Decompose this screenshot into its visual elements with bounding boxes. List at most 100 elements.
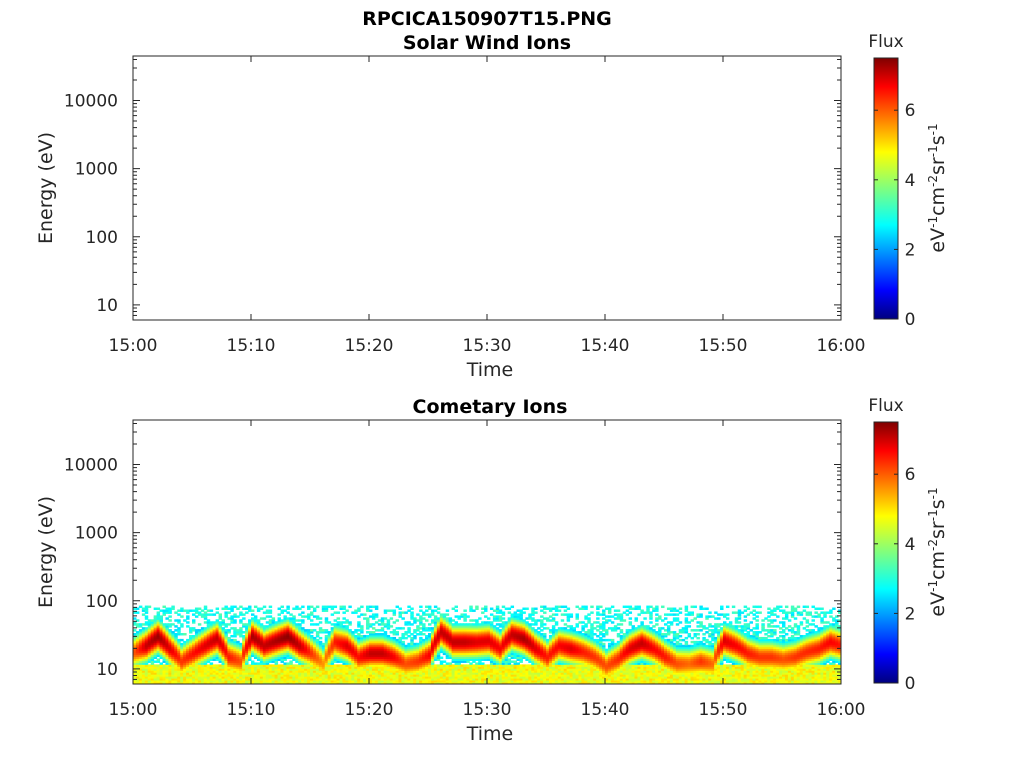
heatmap-cell [383,658,388,661]
heatmap-cell [215,634,220,638]
heatmap-cell [563,623,568,626]
heatmap-cell [138,680,143,683]
heatmap-cell [315,617,320,620]
heatmap-cell [248,642,252,646]
heatmap-cell [451,670,456,673]
heatmap-cell [194,638,199,642]
heatmap-cell [289,633,293,636]
heatmap-cell [144,621,149,624]
heatmap-cell [436,654,441,658]
heatmap-cell [572,648,576,652]
heatmap-cell [150,623,155,626]
heatmap-cell [369,664,373,667]
heatmap-cell [366,660,370,663]
heatmap-cell [442,680,447,683]
heatmap-cell [165,634,169,638]
heatmap-cell [460,668,464,671]
heatmap-cell [233,633,237,636]
heatmap-cell [192,646,196,650]
heatmap-cell [283,668,287,671]
heatmap-cell [345,666,349,669]
heatmap-cell [543,623,547,626]
heatmap-cell [156,664,161,667]
heatmap-cell [348,672,352,675]
heatmap-cell [274,674,279,677]
heatmap-cell [407,627,411,630]
heatmap-cell [248,623,252,626]
heatmap-cell [575,617,579,620]
heatmap-cell [265,662,270,665]
heatmap-cell [422,680,426,683]
heatmap-cell [318,668,323,671]
heatmap-cell [144,678,149,681]
heatmap-cell [501,656,506,660]
heatmap-cell [560,646,565,650]
heatmap-cell [147,627,152,630]
heatmap-cell [289,666,293,669]
heatmap-cell [501,646,506,650]
heatmap-cell [543,627,547,630]
heatmap-cell [428,656,432,660]
heatmap-cell [298,670,302,673]
heatmap-cell [451,644,456,648]
heatmap-cell [239,656,243,660]
heatmap-cell [513,627,517,630]
heatmap-cell [448,642,453,646]
heatmap-cell [401,672,405,675]
heatmap-cell [489,670,494,673]
heatmap-cell [253,648,258,652]
heatmap-cell [383,623,388,626]
heatmap-cell [192,644,196,648]
heatmap-cell [557,650,562,654]
heatmap-cell [218,644,222,648]
heatmap-cell [289,682,293,684]
heatmap-cell [144,670,149,673]
heatmap-cell [534,650,538,654]
heatmap-cell [162,650,166,654]
heatmap-cell [504,680,509,683]
heatmap-cell [324,644,329,648]
heatmap-cell [194,633,199,636]
heatmap-cell [519,634,523,638]
heatmap-cell [543,636,547,640]
heatmap-cell [312,607,317,610]
heatmap-cell [513,680,517,683]
heatmap-cell [513,650,517,654]
heatmap-cell [498,672,503,675]
heatmap-cell [386,658,391,661]
heatmap-cell [147,674,152,677]
heatmap-cell [283,680,287,683]
heatmap-cell [318,656,323,660]
heatmap-cell [171,636,175,640]
heatmap-cell [410,680,414,683]
heatmap-cell [307,662,311,665]
heatmap-cell [510,629,515,632]
heatmap-cell [436,619,441,622]
heatmap-cell [351,642,355,646]
heatmap-cell [463,652,467,656]
heatmap-cell [298,634,302,638]
heatmap-cell [371,668,376,671]
heatmap-cell [407,621,411,624]
heatmap-cell [203,615,208,618]
heatmap-cell [318,644,323,648]
heatmap-cell [371,670,376,673]
heatmap-cell [180,674,184,677]
heatmap-cell [259,634,264,638]
heatmap-cell [192,638,196,642]
heatmap-cell [336,654,340,658]
heatmap-cell [436,627,441,630]
heatmap-cell [531,654,535,658]
heatmap-cell [133,682,137,684]
heatmap-cell [575,648,579,652]
heatmap-cell [546,668,550,671]
heatmap-cell [407,666,411,669]
heatmap-cell [407,629,411,632]
heatmap-cell [256,652,261,656]
heatmap-cell [439,664,444,667]
heatmap-cell [410,613,414,616]
heatmap-cell [218,676,222,679]
heatmap-cell [342,658,346,661]
x-tick-label: 15:50 [699,336,748,356]
heatmap-cell [186,682,190,684]
